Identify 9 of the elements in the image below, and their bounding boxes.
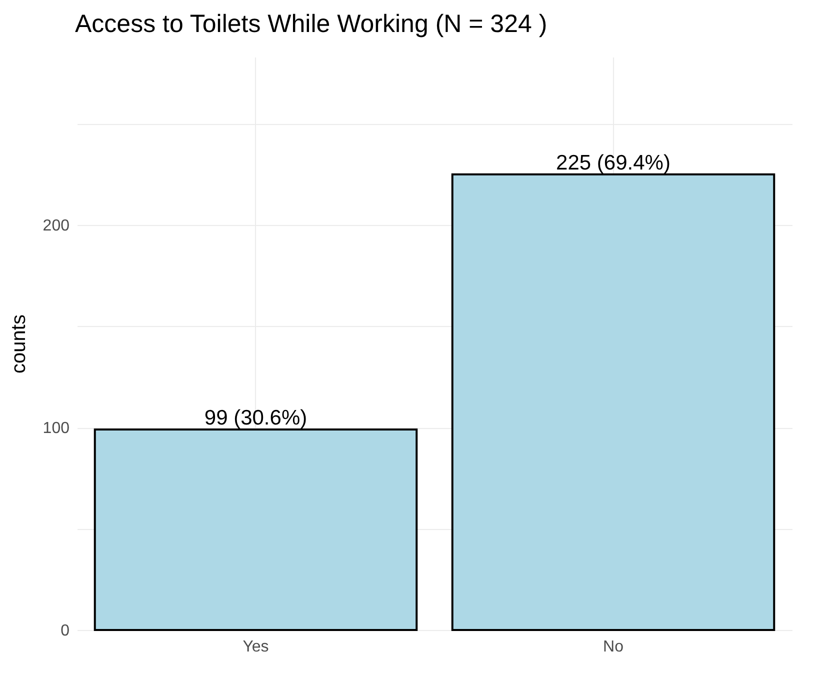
x-tick-label: No [603,638,624,656]
chart-title: Access to Toilets While Working (N = 324 ) [75,10,548,38]
x-tick-label: Yes [242,638,269,656]
data-label: 225 (69.4%) [556,151,670,174]
y-tick-label: 0 [60,622,70,640]
y-tick-label: 200 [42,218,70,235]
y-tick-label: 100 [42,420,70,438]
y-axis-title: counts [8,314,30,374]
data-label: 99 (30.6%) [204,406,308,430]
